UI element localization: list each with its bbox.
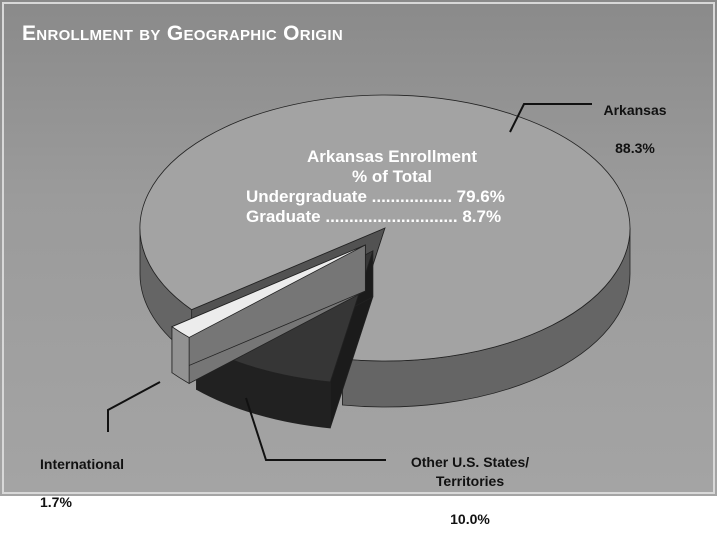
annotation-title: % of Total xyxy=(352,167,432,186)
frame xyxy=(2,2,715,494)
annotation-line: Undergraduate ................. 79.6% xyxy=(246,187,505,206)
slice xyxy=(171,244,366,338)
pie-canvas: Arkansas Enrollment % of Total Undergrad… xyxy=(2,2,715,494)
annotation-title: Arkansas Enrollment xyxy=(307,147,477,166)
slice-label: International 1.7% xyxy=(40,436,150,531)
leader-line xyxy=(107,381,161,432)
slice-label: Arkansas 88.3% xyxy=(590,82,680,177)
slice xyxy=(139,94,631,362)
annotation-line: Graduate ............................ 8.… xyxy=(246,207,501,226)
category-label: Other U.S. States/ Territories xyxy=(410,454,530,489)
leader-line xyxy=(509,103,592,133)
value-label: 10.0% xyxy=(450,511,490,527)
slice-label: Other U.S. States/ Territories 10.0% xyxy=(395,434,545,548)
category-label: International xyxy=(40,456,125,472)
leader-line xyxy=(245,397,386,461)
chart-title: Enrollment by Geographic Origin xyxy=(22,22,343,45)
value-label: 88.3% xyxy=(615,140,655,156)
chart: Arkansas Enrollment % of Total Undergrad… xyxy=(0,0,717,527)
slices xyxy=(139,94,631,429)
category-label: Arkansas xyxy=(603,102,667,118)
